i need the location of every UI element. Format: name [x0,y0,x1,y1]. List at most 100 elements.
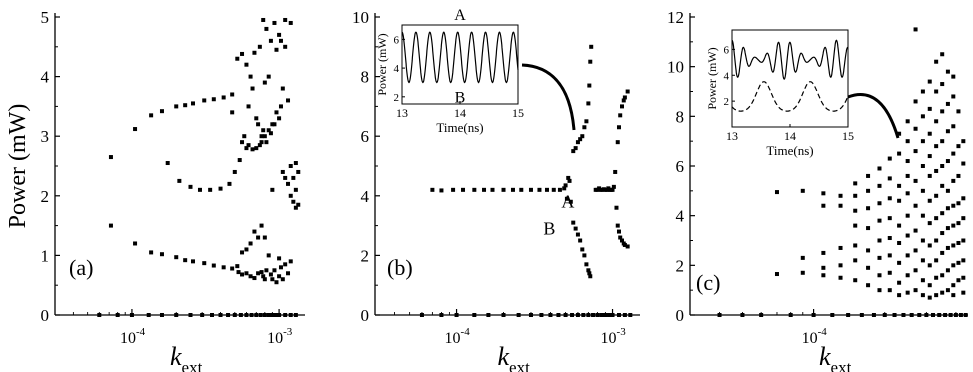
data-point [961,238,966,243]
inset-x-axis-label: Time(ns) [766,143,813,158]
y-tick-label: 8 [361,68,370,87]
data-point [945,188,950,193]
data-point [853,208,858,213]
data-point [846,313,851,317]
data-point [877,255,882,260]
data-point [246,143,251,148]
data-point [618,113,623,118]
data-point [866,248,871,253]
data-point [240,140,245,145]
data-point [240,51,245,56]
data-point [887,288,892,293]
x-axis-label-symbol: k [170,342,182,371]
data-point [599,313,604,317]
data-point [897,198,902,203]
data-point [262,80,267,85]
data-point [892,313,897,317]
data-point [286,98,291,103]
data-point [490,187,495,192]
data-point [940,183,945,188]
data-point [887,156,892,161]
data-point [149,113,154,118]
data-point [905,139,910,144]
data-point [562,186,567,191]
inset-series-1 [401,31,519,84]
data-point [830,313,835,317]
data-point [261,274,266,279]
data-point [913,288,918,293]
data-point [956,201,961,206]
y-tick-label: 2 [676,256,685,275]
inset-chart: 2 4 6 13 14 15 Time(ns) Power (mW) [375,24,524,135]
x-tick-exponent: -4 [818,326,828,338]
data-point [202,98,207,103]
data-point [940,211,945,216]
data-point [887,253,892,258]
data-point [610,313,615,317]
data-point [961,275,966,280]
data-point [571,149,576,154]
data-point [920,258,925,263]
data-point [208,187,213,192]
x-tick-exponent: -4 [136,326,146,338]
data-point [945,69,950,74]
data-point [866,265,871,270]
data-point [945,288,950,293]
data-point [274,280,279,285]
data-point [905,253,910,258]
data-point [280,169,285,174]
data-point [133,241,138,246]
data-point [920,278,925,283]
x-tick-label: 10-4 [120,326,146,347]
data-point [159,313,164,317]
data-point [272,20,277,25]
data-point [283,262,288,267]
data-point [244,146,249,151]
data-point [293,187,298,192]
data-point [454,313,459,317]
inset-y-tick-label: 6 [394,34,400,46]
y-tick-label: 6 [676,157,685,176]
data-point [188,184,193,189]
data-point [866,188,871,193]
data-point [940,273,945,278]
data-point [439,188,444,193]
data-point [853,181,858,186]
data-point [588,59,593,64]
data-point [519,187,524,192]
data-point [419,313,424,317]
data-point [296,169,301,174]
data-point [283,44,288,49]
data-point [254,146,259,151]
x-tick-label: 10-3 [601,326,627,347]
x-tick-base: 10 [445,330,461,347]
data-point [482,187,487,192]
data-point [615,223,620,228]
data-point [235,264,240,269]
data-point [293,313,298,317]
data-point [244,62,249,67]
inset-y-tick-label: 2 [394,92,400,104]
data-point [277,32,282,37]
data-point [288,313,293,317]
data-point [951,178,956,183]
data-point [259,134,264,139]
data-point [956,240,961,245]
data-point [927,154,932,159]
data-point [568,199,573,204]
x-tick-base: 10 [120,330,136,347]
data-point [191,259,196,264]
data-point [584,119,589,124]
data-point [264,140,269,145]
data-point [937,313,942,317]
y-tick-label: 1 [41,246,50,265]
data-point [266,128,271,133]
data-point [486,313,491,317]
data-point [264,268,269,273]
data-point [956,173,961,178]
data-point [244,247,249,252]
data-point [238,313,243,317]
data-point [961,258,966,263]
data-point [567,178,572,183]
data-point [905,191,910,196]
